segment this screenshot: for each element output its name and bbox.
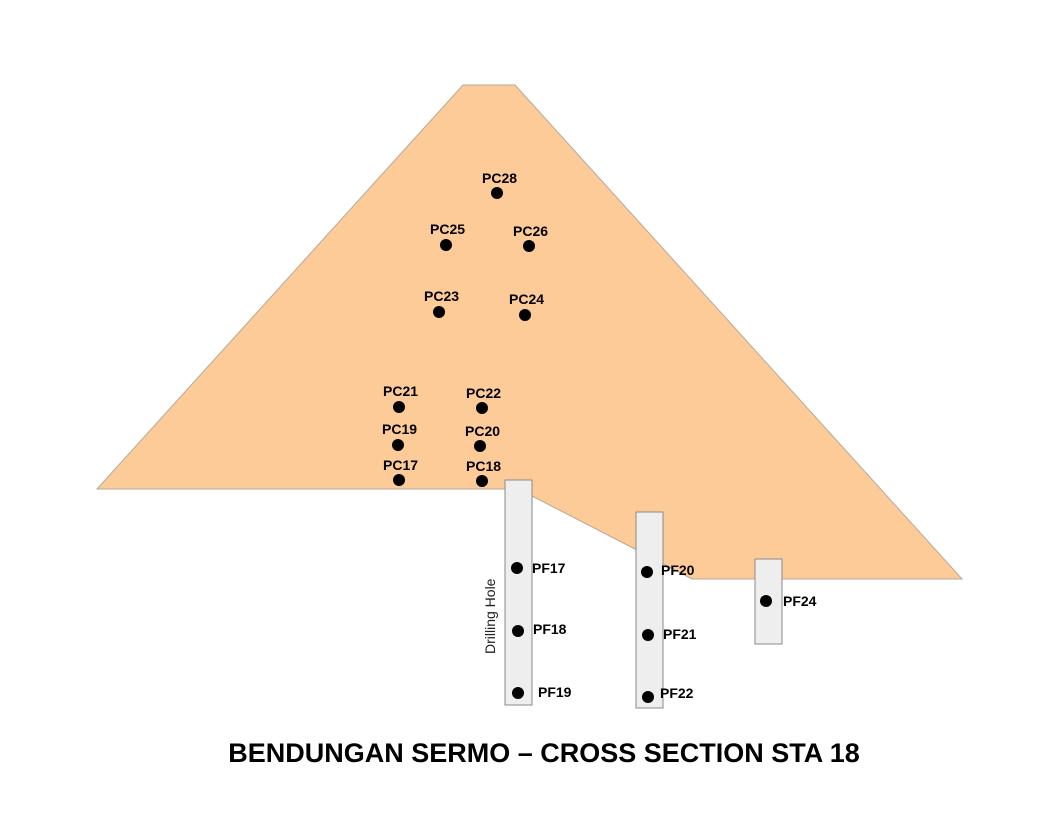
label-pc18: PC18 — [466, 458, 501, 474]
diagram-title: BENDUNGAN SERMO – CROSS SECTION STA 18 — [228, 738, 860, 768]
point-pf20 — [641, 566, 653, 578]
label-pf24: PF24 — [783, 593, 817, 609]
point-pc24 — [519, 309, 531, 321]
label-pf20: PF20 — [661, 562, 695, 578]
point-pf24 — [760, 595, 772, 607]
drilling-hole-2 — [635, 511, 664, 709]
point-pf21 — [642, 629, 654, 641]
point-pc19 — [392, 439, 404, 451]
label-pc24: PC24 — [509, 291, 544, 307]
point-pc28 — [491, 187, 503, 199]
point-pc17 — [393, 474, 405, 486]
label-pf21: PF21 — [663, 626, 697, 642]
label-pf19: PF19 — [538, 684, 572, 700]
foundation-point-group: PF17 PF18 PF19 PF20 PF21 PF22 PF24 — [511, 560, 817, 703]
label-pc21: PC21 — [383, 383, 418, 399]
point-pc18 — [476, 475, 488, 487]
drilling-hole-1 — [504, 479, 533, 706]
drilling-hole-label: Drilling Hole — [482, 578, 498, 654]
point-pf18 — [512, 625, 524, 637]
point-pc20 — [474, 440, 486, 452]
label-pf17: PF17 — [532, 560, 566, 576]
label-pc23: PC23 — [424, 288, 459, 304]
dam-point-group: PC28 PC25 PC26 PC23 PC24 PC21 PC22 PC19 … — [382, 170, 548, 487]
point-pc23 — [433, 306, 445, 318]
label-pc19: PC19 — [382, 421, 417, 437]
point-pf17 — [511, 562, 523, 574]
point-pf22 — [642, 691, 654, 703]
label-pf18: PF18 — [533, 621, 567, 637]
label-pc20: PC20 — [465, 423, 500, 439]
label-pc17: PC17 — [383, 457, 418, 473]
point-pc22 — [476, 402, 488, 414]
point-pc26 — [523, 240, 535, 252]
dam-body — [95, 84, 964, 580]
label-pf22: PF22 — [660, 685, 694, 701]
point-pc25 — [440, 239, 452, 251]
point-pf19 — [512, 687, 524, 699]
label-pc25: PC25 — [430, 221, 465, 237]
point-pc21 — [393, 401, 405, 413]
label-pc26: PC26 — [513, 223, 548, 239]
label-pc22: PC22 — [466, 385, 501, 401]
label-pc28: PC28 — [482, 170, 517, 186]
